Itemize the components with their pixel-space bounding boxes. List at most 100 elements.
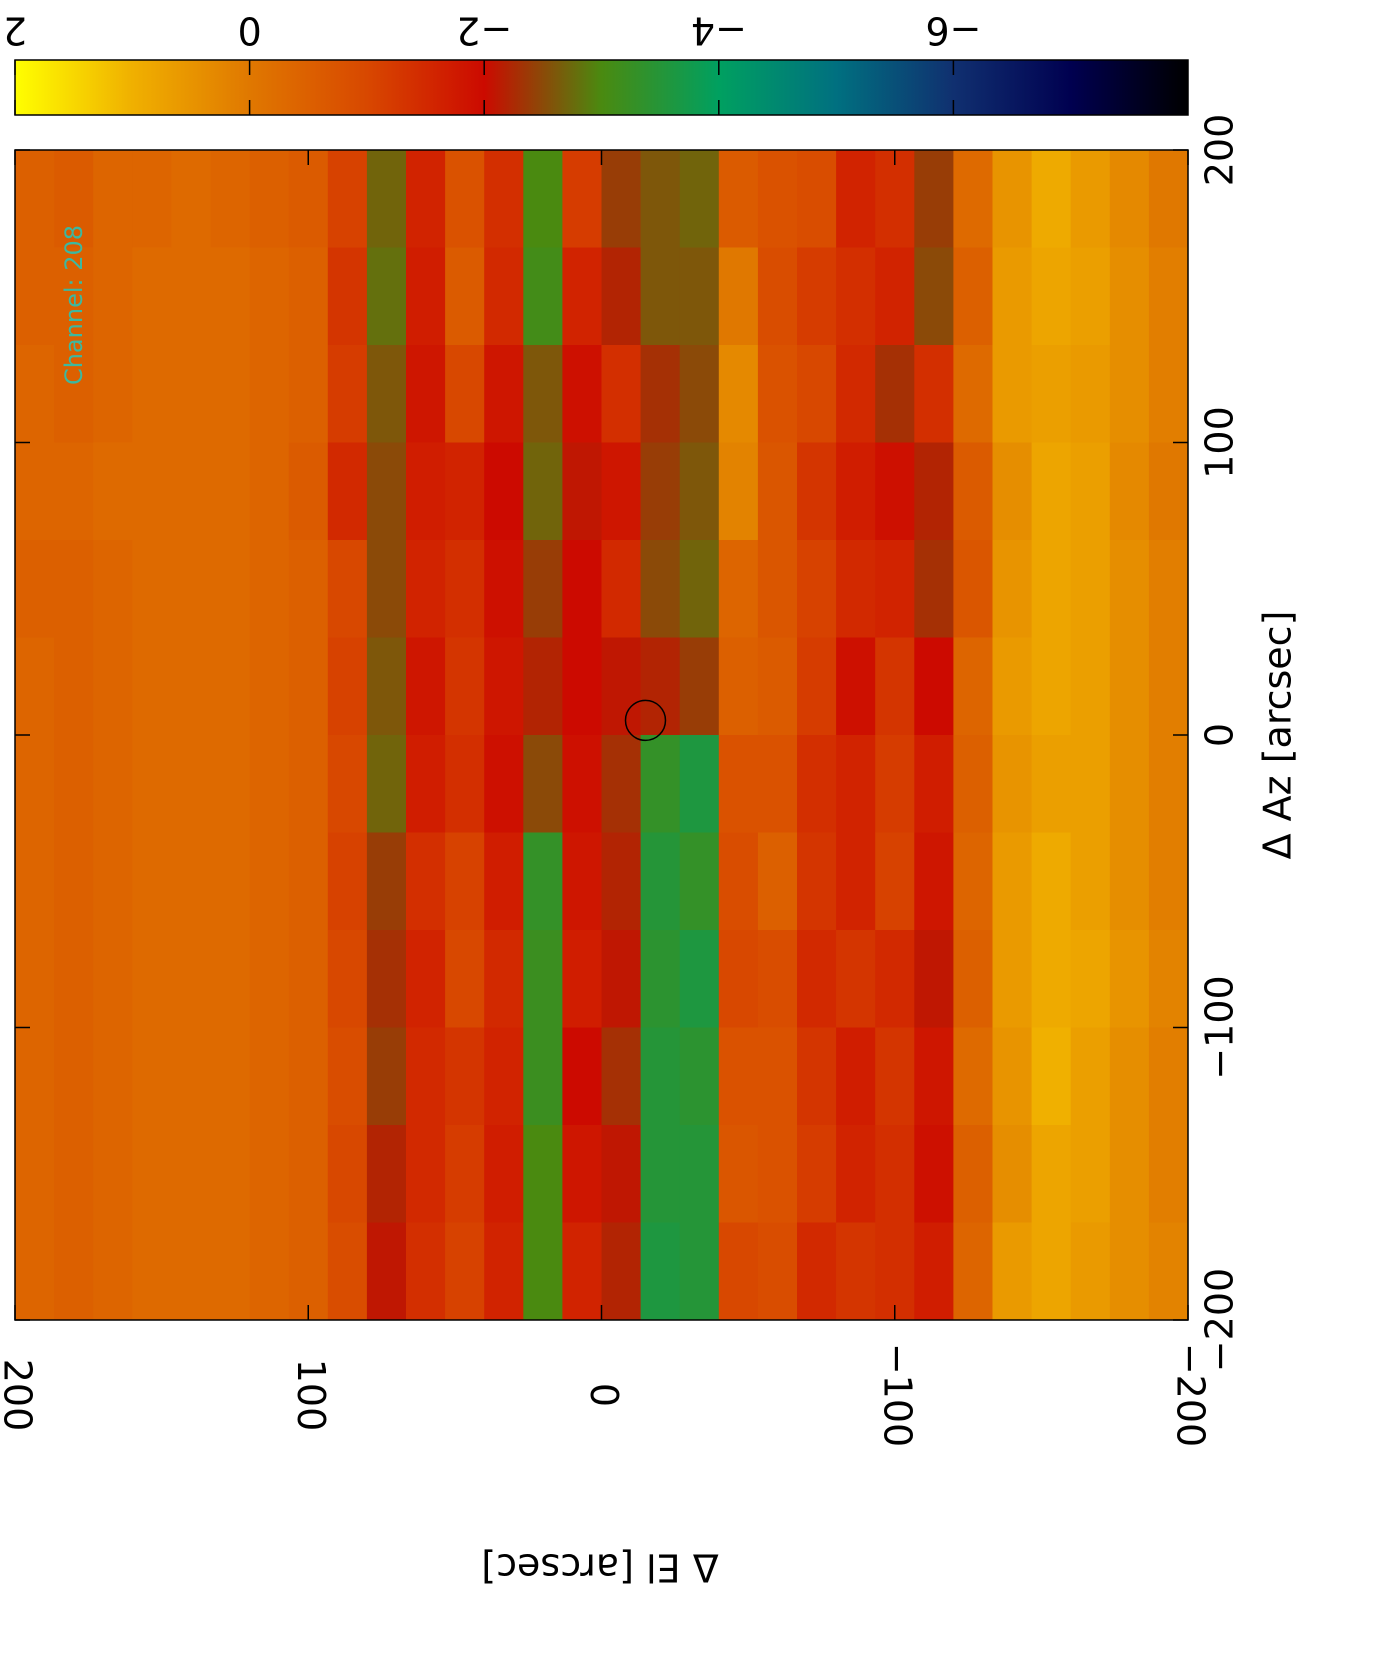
cell: [210, 442, 251, 541]
cell: [249, 1222, 290, 1321]
cell: [1109, 735, 1150, 833]
cell: [406, 832, 446, 931]
cell: [797, 735, 837, 833]
colorbar-tick-label: 0: [238, 9, 262, 53]
cell: [288, 1027, 329, 1126]
cell: [327, 247, 368, 346]
cell: [640, 442, 681, 541]
cell: [366, 832, 407, 931]
cell: [288, 247, 329, 346]
cell: [914, 637, 954, 736]
cell: [640, 1027, 681, 1126]
cell: [1070, 832, 1111, 931]
cell: [562, 540, 602, 638]
cell: [914, 442, 954, 541]
cell: [366, 247, 407, 346]
cell: [953, 1027, 993, 1126]
cell: [679, 540, 720, 638]
cell: [210, 150, 251, 248]
cell: [914, 1222, 954, 1321]
cell: [601, 832, 642, 931]
cell: [1031, 930, 1072, 1028]
cell: [132, 345, 172, 443]
cell: [992, 735, 1033, 833]
cell: [601, 442, 642, 541]
cell: [601, 637, 642, 736]
cell: [15, 442, 55, 541]
cell: [445, 1222, 485, 1321]
cell: [15, 345, 55, 443]
cell: [327, 150, 368, 248]
cell: [1148, 442, 1189, 541]
cell: [992, 1222, 1033, 1321]
cell: [640, 345, 681, 443]
cell: [1031, 637, 1072, 736]
cell: [327, 540, 368, 638]
cell: [366, 345, 407, 443]
cell: [601, 1125, 642, 1223]
cell: [953, 150, 993, 248]
cell: [171, 345, 211, 443]
cell: [562, 1125, 602, 1223]
cell: [54, 735, 94, 833]
cell: [640, 540, 681, 638]
cell: [953, 442, 993, 541]
cell: [445, 832, 485, 931]
cell: [54, 540, 94, 638]
colorbar: [14, 59, 1189, 116]
cell: [836, 247, 876, 346]
cell: [15, 247, 55, 346]
cell: [1070, 1125, 1111, 1223]
cell: [484, 442, 524, 541]
cell: [1070, 1222, 1111, 1321]
cell: [93, 1125, 133, 1223]
cell: [679, 1125, 720, 1223]
cell: [171, 247, 211, 346]
cell: [54, 247, 94, 346]
cell: [132, 540, 172, 638]
cell: [562, 735, 602, 833]
cell: [249, 345, 290, 443]
cell: [1148, 1027, 1189, 1126]
cell: [875, 150, 915, 248]
cell: [484, 540, 524, 638]
cell: [171, 735, 211, 833]
cell: [249, 930, 290, 1028]
cell: [640, 637, 681, 736]
cell: [1109, 637, 1150, 736]
cell: [210, 930, 251, 1028]
cell: [288, 442, 329, 541]
cell: [249, 832, 290, 931]
cell: [93, 930, 133, 1028]
cell: [171, 150, 211, 248]
cell: [132, 1125, 172, 1223]
cell: [210, 247, 251, 346]
cell: [1070, 247, 1111, 346]
cell: [914, 1125, 954, 1223]
cell: [366, 442, 407, 541]
cell: [366, 540, 407, 638]
heatmap: [15, 150, 1189, 1321]
cell: [406, 540, 446, 638]
cell: [679, 735, 720, 833]
cell: [1148, 832, 1189, 931]
cell: [366, 1027, 407, 1126]
cell: [523, 442, 563, 541]
cell: [914, 735, 954, 833]
cell: [445, 345, 485, 443]
cell: [484, 930, 524, 1028]
cell: [757, 832, 798, 931]
cell: [132, 1027, 172, 1126]
cell: [366, 1125, 407, 1223]
y-tick-label: 200: [1198, 114, 1242, 187]
cell: [875, 540, 915, 638]
cell: [523, 540, 563, 638]
cell: [132, 150, 172, 248]
cell: [1070, 1027, 1111, 1126]
colorbar-tick-label: −6: [925, 9, 981, 53]
cell: [718, 930, 759, 1028]
cell: [992, 540, 1033, 638]
cell: [445, 442, 485, 541]
cell: [718, 832, 759, 931]
x-axis-title: Δ El [arcsec]: [481, 1546, 718, 1590]
